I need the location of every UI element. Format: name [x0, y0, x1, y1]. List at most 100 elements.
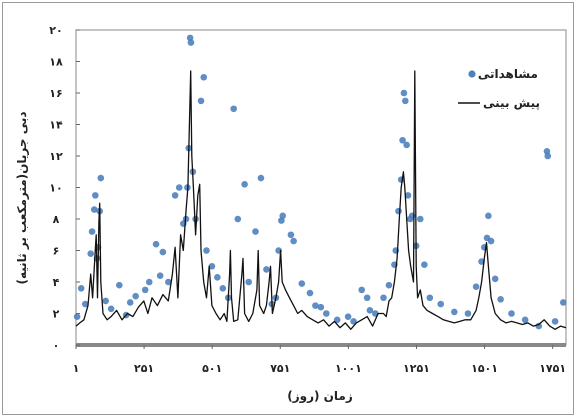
observed-point: [200, 73, 208, 81]
observed-series: [73, 34, 567, 330]
observed-point: [400, 89, 408, 97]
observed-point: [252, 228, 259, 235]
y-tick-label: ۴: [53, 276, 60, 289]
observed-point: [214, 273, 221, 281]
observed-point: [395, 207, 402, 215]
observed-point: [401, 97, 409, 105]
x-tick-label: ۱: [73, 362, 80, 375]
observed-point: [290, 237, 297, 245]
y-tick-label: ۲: [53, 308, 60, 321]
x-tick-label: ۵۰۱: [202, 362, 222, 375]
observed-point: [385, 281, 393, 289]
y-tick-label: ۱۰: [49, 182, 62, 195]
observed-point: [203, 247, 210, 254]
observed-point: [257, 174, 265, 182]
observed-point: [73, 313, 81, 320]
legend-observed-label: مشاهداتی: [478, 67, 538, 81]
y-tick-label: ۱۸: [49, 56, 63, 69]
observed-point: [234, 215, 242, 223]
observed-point: [87, 250, 95, 257]
observed-point: [323, 310, 330, 317]
legend-predicted-label: پیش بینی: [483, 96, 540, 110]
y-tick-label: ۸: [53, 213, 60, 226]
observed-point: [88, 228, 96, 235]
x-tick-label: ۱۲۵۱: [403, 362, 430, 375]
observed-point: [126, 299, 134, 306]
observed-point: [521, 316, 529, 324]
observed-point: [102, 297, 109, 305]
observed-point: [380, 294, 387, 302]
observed-point: [165, 278, 172, 286]
observed-point: [132, 292, 139, 300]
observed-point: [145, 278, 153, 286]
observed-point: [81, 300, 89, 308]
observed-point: [491, 275, 499, 283]
observed-point: [559, 299, 567, 306]
observed-point: [344, 313, 352, 320]
observed-point: [366, 307, 374, 314]
y-tick-label: ۱۴: [49, 119, 63, 132]
observed-point: [358, 286, 366, 294]
observed-point: [497, 296, 504, 303]
x-axis-ticks: ۱ ۲۵۱ ۵۰۱ ۷۵۱ ۱۰۰۱ ۱۲۵۱ ۱۵۰۱ ۱۷۵۱: [73, 345, 566, 375]
observed-point: [230, 105, 238, 113]
observed-point: [544, 152, 552, 160]
predicted-line: [75, 70, 567, 330]
y-axis-title: دبی جریان(مترمکعب بر ثانیه): [15, 111, 29, 284]
observed-point: [208, 262, 216, 270]
observed-point: [90, 206, 98, 213]
observed-point: [159, 248, 167, 256]
observed-point: [399, 136, 406, 144]
y-tick-label: ۰: [53, 339, 60, 352]
observed-point: [403, 141, 410, 149]
observed-point: [416, 215, 424, 223]
observed-point: [317, 303, 325, 311]
observed-point: [551, 318, 559, 325]
observed-point: [245, 278, 252, 286]
y-tick-label: ۶: [53, 245, 60, 258]
observed-point: [363, 294, 371, 302]
x-tick-label: ۱۰۰۱: [335, 362, 362, 375]
observed-point: [472, 283, 480, 291]
x-axis-title: زمان (روز): [287, 389, 353, 404]
predicted-series: [75, 70, 567, 330]
observed-point: [107, 305, 115, 313]
observed-point: [152, 240, 160, 248]
observed-point: [508, 310, 515, 317]
chart-legend: مشاهداتی پیش بینی: [458, 67, 540, 110]
observed-point: [241, 181, 248, 188]
observed-point: [141, 286, 149, 294]
y-tick-label: ۲۰: [49, 24, 62, 37]
observed-point: [298, 280, 306, 287]
observed-point: [279, 212, 287, 220]
observed-point: [171, 192, 179, 199]
y-tick-label: ۱۲: [49, 150, 63, 163]
x-tick-label: ۱۵۰۱: [471, 362, 498, 375]
observed-point: [263, 266, 270, 273]
observed-point: [306, 289, 314, 297]
y-tick-label: ۱۶: [49, 87, 62, 100]
observed-point: [97, 174, 105, 182]
x-tick-label: ۱۷۵۱: [539, 362, 566, 375]
observed-point: [92, 192, 99, 199]
observed-point: [404, 192, 412, 199]
observed-point: [116, 281, 123, 289]
observed-point: [287, 231, 295, 239]
x-tick-label: ۷۵۱: [270, 362, 290, 375]
observed-point: [156, 272, 164, 280]
observed-point: [312, 302, 319, 309]
legend-observed-marker: [468, 70, 476, 78]
observed-point: [485, 212, 492, 220]
observed-point: [197, 97, 205, 105]
observed-point: [437, 300, 445, 308]
observed-point: [451, 308, 458, 316]
observed-point: [219, 285, 227, 292]
observed-point: [487, 237, 495, 245]
observed-point: [77, 285, 85, 292]
observed-point: [175, 184, 183, 191]
observed-point: [426, 294, 434, 302]
observed-point: [421, 261, 428, 268]
observed-point: [333, 316, 341, 324]
observed-point: [350, 318, 357, 325]
